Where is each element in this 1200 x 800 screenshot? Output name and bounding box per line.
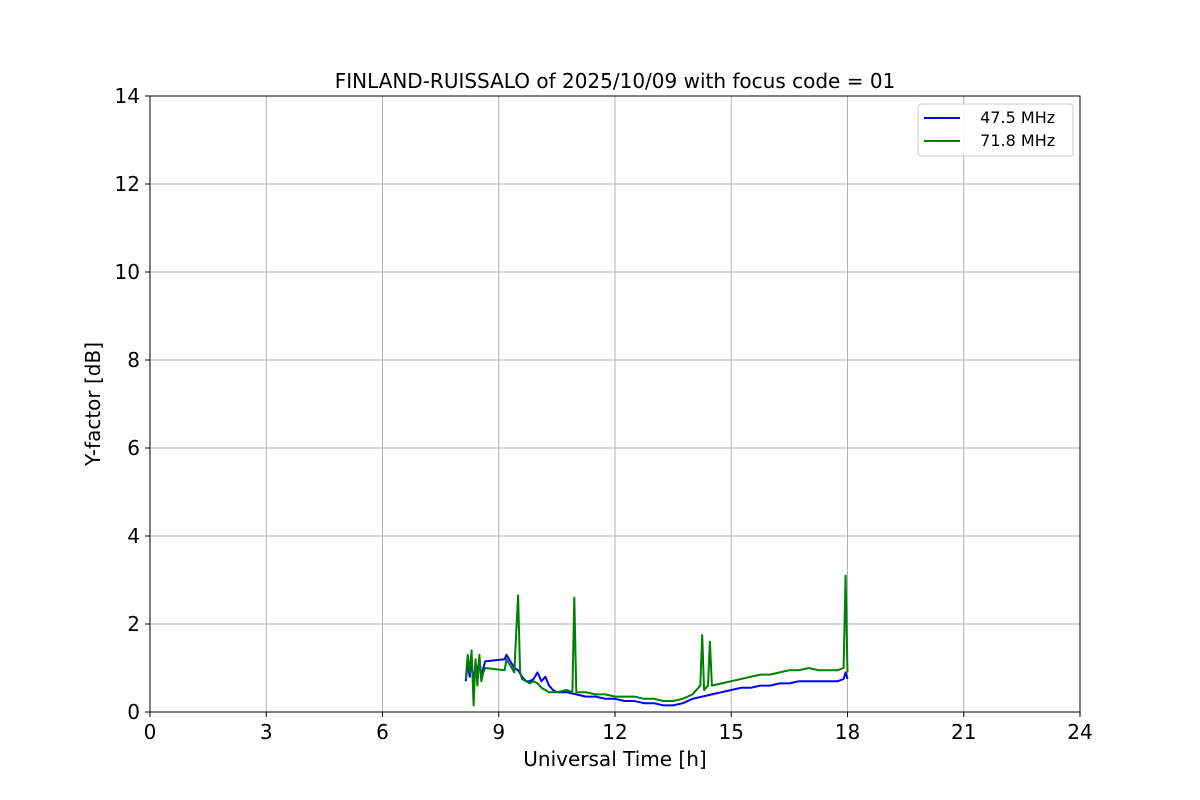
y-tick-label: 8 (127, 348, 140, 372)
y-tick-label: 10 (115, 260, 140, 284)
y-tick-label: 0 (127, 700, 140, 724)
x-tick-label: 15 (719, 720, 744, 744)
y-tick-label: 12 (115, 172, 140, 196)
series-line-0 (464, 653, 849, 707)
x-tick-label: 12 (602, 720, 627, 744)
series-line-1 (464, 574, 849, 707)
x-tick-label: 21 (951, 720, 976, 744)
y-tick-label: 6 (127, 436, 140, 460)
chart-title: FINLAND-RUISSALO of 2025/10/09 with focu… (335, 69, 896, 93)
y-axis-label: Y-factor [dB] (81, 342, 105, 467)
y-tick-label: 4 (127, 524, 140, 548)
x-tick-label: 9 (492, 720, 505, 744)
x-tick-label: 3 (260, 720, 273, 744)
legend: 47.5 MHz 71.8 MHz (917, 103, 1074, 157)
x-tick-label: 24 (1067, 720, 1092, 744)
series-layer (464, 574, 849, 707)
x-tick-label: 6 (376, 720, 389, 744)
x-axis-label: Universal Time [h] (523, 747, 706, 771)
legend-label-series-1: 71.8 MHz (970, 131, 1055, 150)
grid (149, 95, 1081, 713)
y-tick-label: 14 (115, 84, 140, 108)
legend-label-series-0: 47.5 MHz (970, 108, 1055, 127)
x-tick-label: 0 (144, 720, 157, 744)
x-tick-label: 18 (835, 720, 860, 744)
y-tick-label: 2 (127, 612, 140, 636)
